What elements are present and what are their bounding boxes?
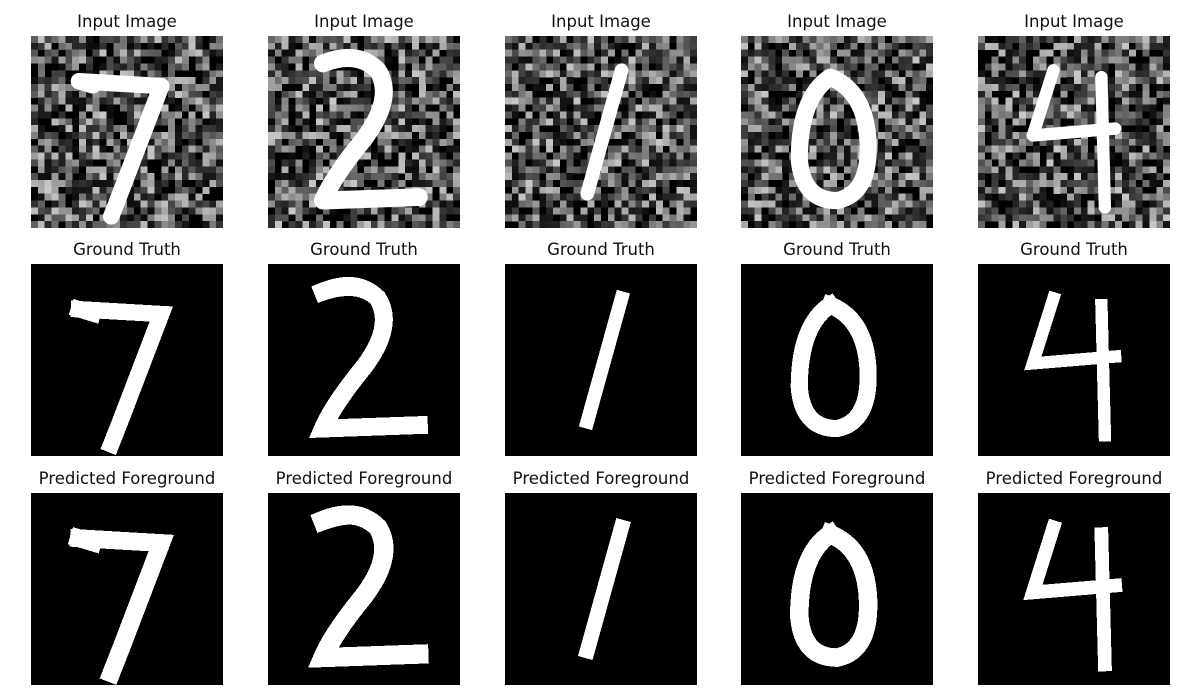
- digit-0-image: [741, 493, 933, 685]
- panel-title: Input Image: [1024, 12, 1124, 31]
- digit-0-image: [741, 264, 933, 456]
- panel-title: Input Image: [551, 12, 651, 31]
- digit-2-image: [268, 36, 460, 228]
- panel-title: Predicted Foreground: [985, 469, 1163, 488]
- panel-title: Input Image: [787, 12, 887, 31]
- digit-1-image: [505, 36, 697, 228]
- digit-7-image: [31, 493, 223, 685]
- digit-1-image: [505, 264, 697, 456]
- panel-title: Predicted Foreground: [275, 469, 453, 488]
- panel-title: Predicted Foreground: [512, 469, 690, 488]
- digit-4-image: [978, 264, 1170, 456]
- panel-title: Ground Truth: [783, 240, 891, 259]
- panel-title: Ground Truth: [310, 240, 418, 259]
- digit-2-image: [268, 264, 460, 456]
- panel-title: Ground Truth: [73, 240, 181, 259]
- digit-1-image: [505, 493, 697, 685]
- panel-title: Ground Truth: [547, 240, 655, 259]
- panel-title: Ground Truth: [1020, 240, 1128, 259]
- digit-4-image: [978, 493, 1170, 685]
- panel-title: Input Image: [77, 12, 177, 31]
- panel-title: Predicted Foreground: [38, 469, 216, 488]
- panel-title: Predicted Foreground: [748, 469, 926, 488]
- digit-7-image: [31, 264, 223, 456]
- digit-2-image: [268, 493, 460, 685]
- panel-title: Input Image: [314, 12, 414, 31]
- digit-0-image: [741, 36, 933, 228]
- digit-4-image: [978, 36, 1170, 228]
- digit-7-image: [31, 36, 223, 228]
